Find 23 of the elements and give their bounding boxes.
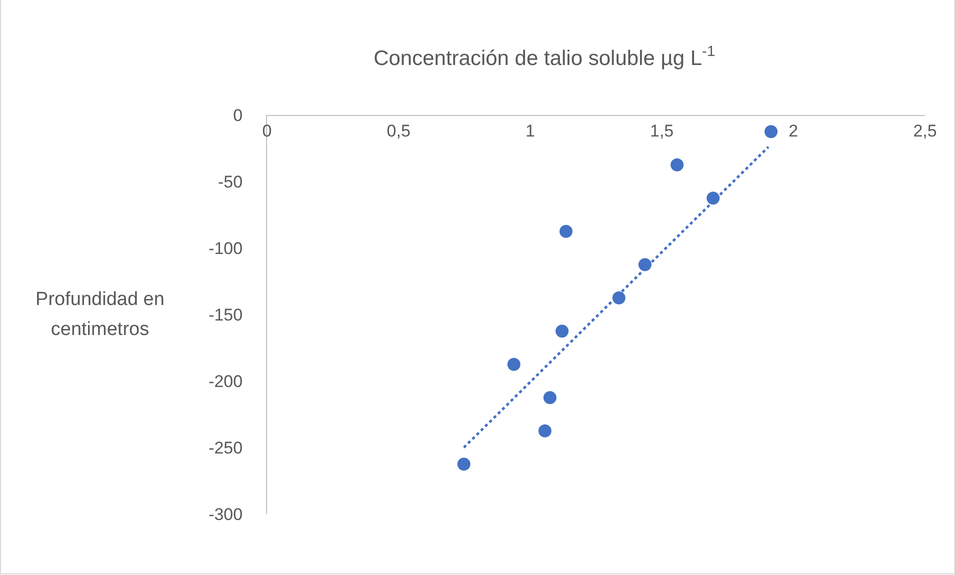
x-tick-label: 0,5	[386, 121, 410, 140]
point	[764, 125, 778, 138]
x-tick-label: 0	[262, 121, 272, 140]
x-tick-label: 1	[525, 121, 535, 140]
y-tick-label: -250	[208, 438, 243, 458]
y-tick-label: -200	[208, 372, 243, 391]
point	[457, 458, 470, 471]
y-tick-label: -50	[218, 172, 243, 192]
y-tick-label: 0	[233, 106, 243, 125]
x-tick-label: 2,5	[913, 121, 937, 140]
x-tick-label: 2	[788, 121, 798, 140]
y-axis-title: Profundidad en centimetros	[34, 288, 166, 342]
point	[538, 424, 552, 438]
y-tick-label: -150	[208, 305, 243, 324]
point	[507, 358, 520, 371]
y-tick-label: -300	[208, 504, 243, 524]
x-tick-label: 1,5	[650, 121, 674, 140]
y-tick-label: -100	[208, 238, 243, 258]
point	[560, 224, 572, 238]
point	[543, 391, 556, 404]
point	[556, 324, 569, 338]
chart-title: Concentración de talio soluble µg L$^{-1}$	[374, 44, 716, 70]
point	[670, 158, 684, 172]
